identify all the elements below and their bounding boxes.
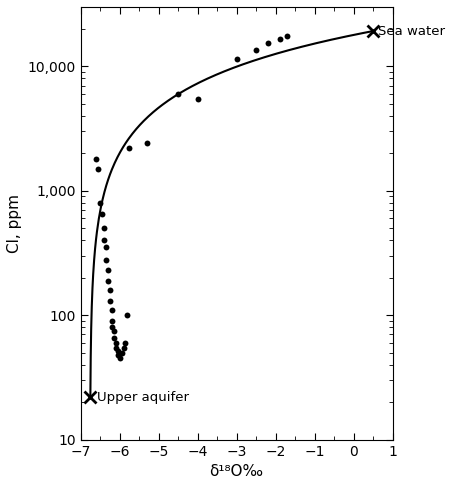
Point <box>96 199 104 207</box>
Point <box>99 210 106 218</box>
Point <box>114 347 121 354</box>
Point <box>106 297 113 305</box>
Point <box>116 354 123 362</box>
Point <box>100 225 108 232</box>
Point <box>124 312 131 319</box>
Y-axis label: Cl, ppm: Cl, ppm <box>7 194 22 253</box>
Point <box>94 165 102 173</box>
Point <box>104 277 112 284</box>
Point <box>102 256 109 263</box>
Point <box>110 334 117 342</box>
Point <box>100 236 108 244</box>
Point <box>108 306 115 314</box>
Text: Sea water: Sea water <box>378 25 445 37</box>
Point <box>93 155 100 163</box>
X-axis label: δ¹⁸O‰: δ¹⁸O‰ <box>210 464 264 479</box>
Point <box>126 144 133 152</box>
Text: Upper aquifer: Upper aquifer <box>97 391 189 403</box>
Point <box>112 339 119 347</box>
Point <box>264 39 271 47</box>
Point <box>108 317 115 325</box>
Point <box>252 46 260 54</box>
Point <box>175 90 182 98</box>
Point <box>122 339 129 347</box>
Point <box>114 351 121 359</box>
Point <box>110 327 117 335</box>
Point <box>276 35 283 43</box>
Point <box>112 344 119 351</box>
Point <box>143 139 150 147</box>
Point <box>233 55 240 63</box>
Point <box>108 323 115 331</box>
Point <box>120 344 127 351</box>
Point <box>104 266 112 274</box>
Point <box>284 32 291 40</box>
Point <box>106 286 113 294</box>
Point <box>194 95 201 103</box>
Point <box>118 349 125 357</box>
Point <box>102 243 109 251</box>
